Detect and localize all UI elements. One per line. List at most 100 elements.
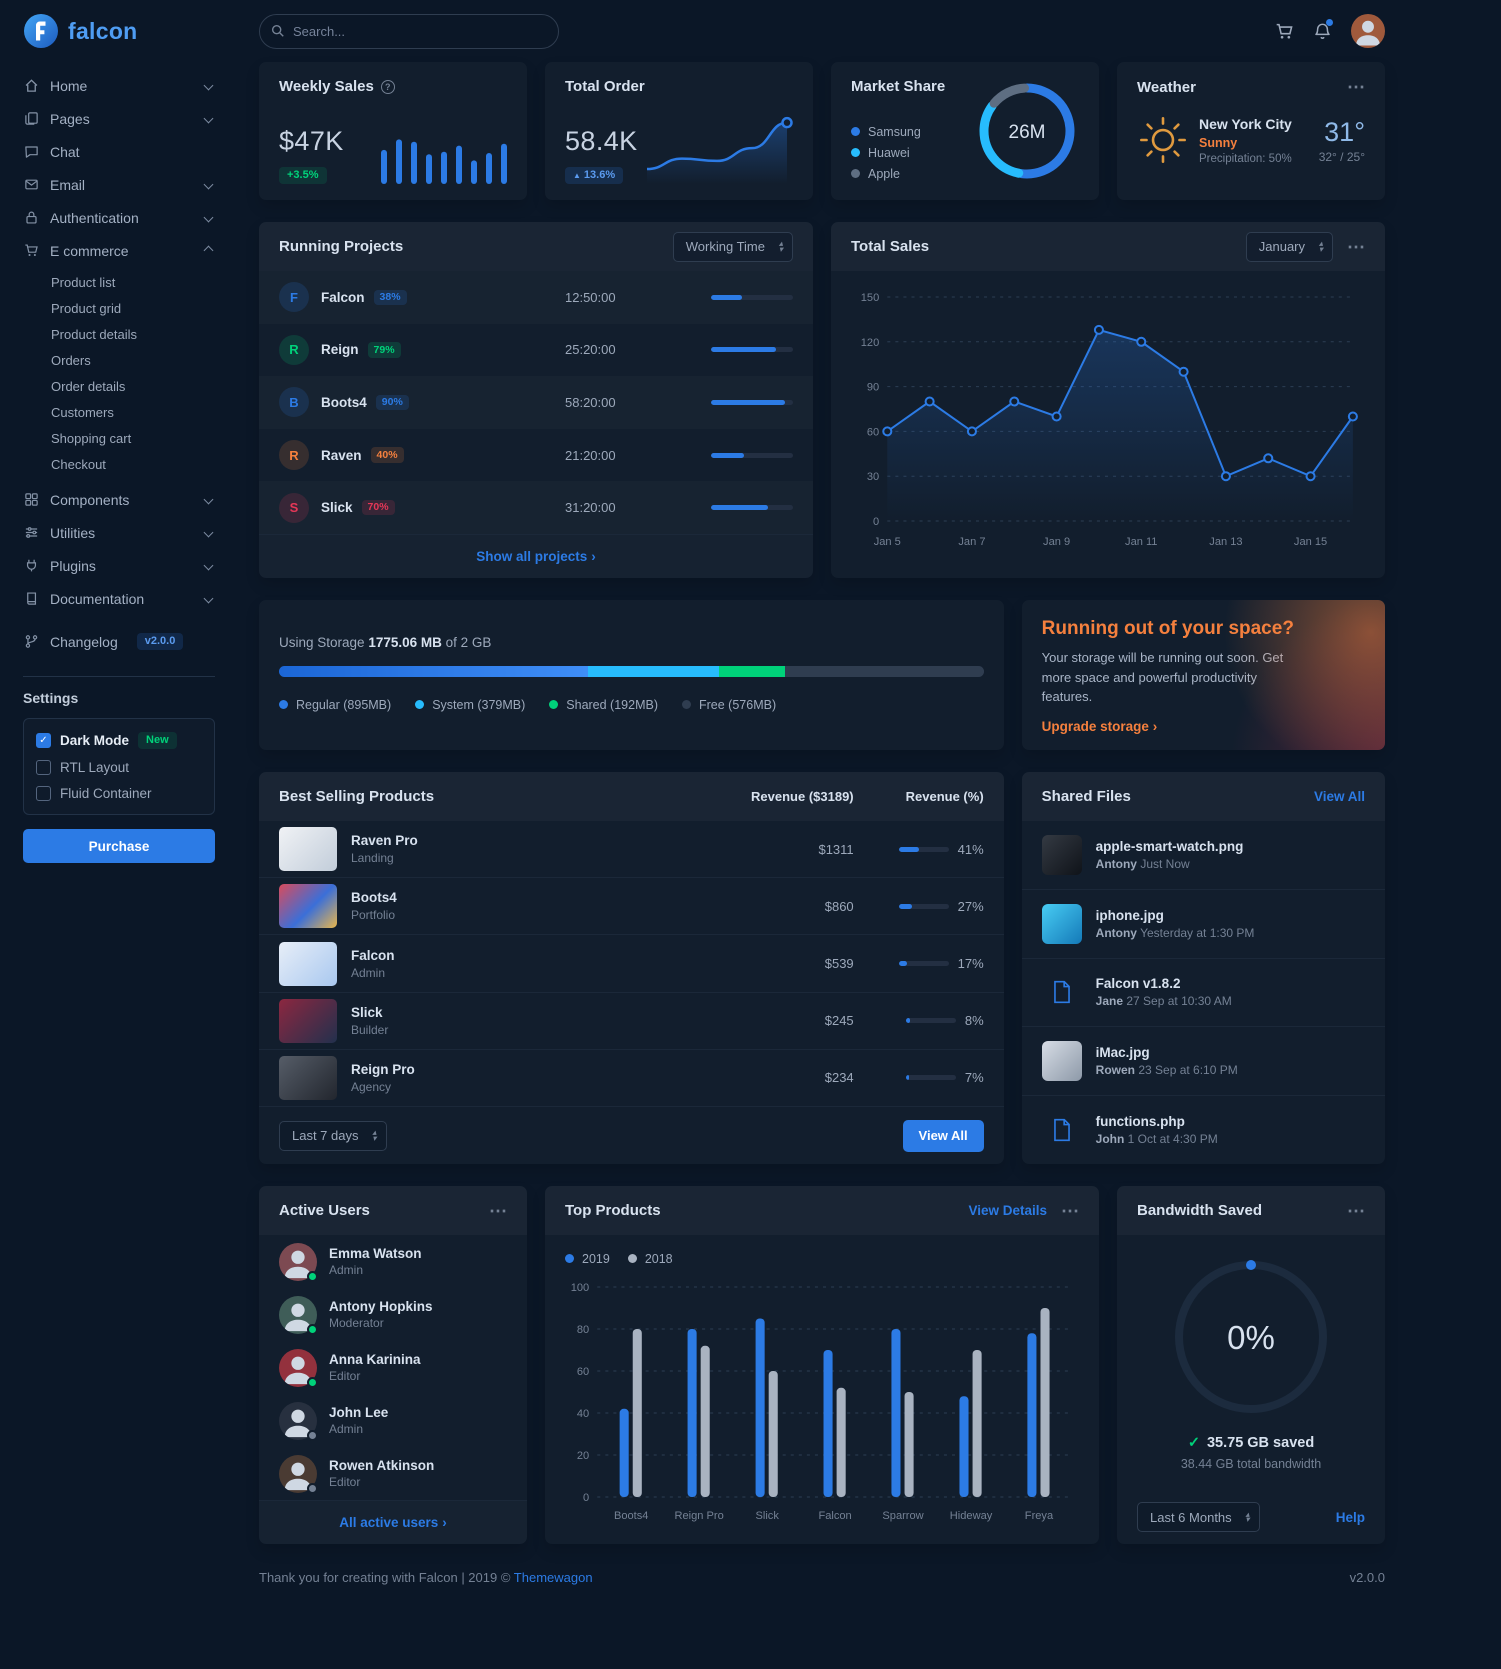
file-name[interactable]: iphone.jpg	[1095, 907, 1164, 923]
sidebar-item-product-grid[interactable]: Product grid	[51, 300, 122, 316]
svg-text:0: 0	[873, 516, 879, 528]
sidebar-item-shopping-cart[interactable]: Shopping cart	[51, 430, 132, 446]
sidebar-item-checkout[interactable]: Checkout	[51, 456, 106, 472]
project-avatar[interactable]: F	[279, 282, 309, 313]
dark-mode-toggle[interactable]: ✓ Dark Mode New	[36, 732, 202, 749]
bandwidth-chart: 0%	[1161, 1247, 1341, 1427]
svg-text:20: 20	[577, 1450, 589, 1462]
working-time-select[interactable]: Working Time ▴ ▾	[672, 231, 793, 262]
sidebar-item-product-details[interactable]: Product details	[51, 326, 137, 342]
product-name[interactable]: Raven Pro	[351, 833, 418, 849]
sidebar-item-email[interactable]: Email	[23, 168, 215, 201]
sidebar-item-orders[interactable]: Orders	[51, 352, 91, 368]
card-menu-icon[interactable]: ⋯	[1061, 1200, 1079, 1221]
project-avatar[interactable]: B	[279, 387, 309, 418]
legend-item: Regular (895MB)	[279, 694, 391, 715]
file-name[interactable]: apple-smart-watch.png	[1095, 838, 1244, 854]
sidebar-item-authentication[interactable]: Authentication	[23, 201, 215, 234]
card-menu-icon[interactable]: ⋯	[1347, 1200, 1365, 1221]
brand-logo[interactable]: falcon	[23, 13, 215, 49]
legend-item[interactable]: 2019	[565, 1248, 610, 1269]
select-value: Working Time	[685, 239, 765, 254]
notifications-bell-icon[interactable]	[1313, 18, 1333, 41]
project-avatar[interactable]: R	[279, 440, 309, 471]
project-name-link[interactable]: Falcon	[321, 289, 365, 305]
product-name[interactable]: Falcon	[351, 947, 395, 963]
fluid-container-toggle[interactable]: Fluid Container	[36, 786, 202, 801]
month-select[interactable]: January ▴ ▾	[1245, 231, 1333, 262]
product-name[interactable]: Boots4	[351, 890, 397, 906]
view-all-button[interactable]: View All	[902, 1119, 984, 1152]
project-name-link[interactable]: Raven	[321, 447, 362, 463]
file-name[interactable]: Falcon v1.8.2	[1095, 976, 1181, 992]
rtl-layout-toggle[interactable]: RTL Layout	[36, 760, 202, 775]
user-name[interactable]: Emma Watson	[329, 1246, 422, 1261]
user-name[interactable]: John Lee	[329, 1405, 389, 1420]
sidebar-item-changelog[interactable]: Changelog v2.0.0	[23, 625, 215, 658]
project-name-link[interactable]: Slick	[321, 500, 353, 516]
top-products-card: Top Products View Details ⋯ 2019 2018 0 2…	[545, 1186, 1099, 1544]
avatar[interactable]	[279, 1454, 318, 1494]
product-name[interactable]: Slick	[351, 1004, 383, 1020]
info-icon[interactable]: ?	[380, 79, 395, 94]
cart-icon[interactable]	[1275, 22, 1294, 41]
date-range-select[interactable]: Last 7 days ▴ ▾	[279, 1120, 387, 1151]
view-details-link[interactable]: View Details	[968, 1203, 1047, 1218]
sidebar-item-components[interactable]: Components	[23, 483, 215, 516]
sidebar-item-chat[interactable]: Chat	[23, 135, 215, 168]
upgrade-storage-link[interactable]: Upgrade storage ›	[1041, 718, 1158, 734]
period-select[interactable]: Last 6 Months ▴ ▾	[1137, 1502, 1260, 1532]
list-item: Antony Hopkins Moderator	[259, 1288, 527, 1341]
avatar[interactable]	[279, 1348, 318, 1388]
avatar[interactable]	[279, 1295, 318, 1335]
sidebar-item-pages[interactable]: Pages	[23, 102, 215, 135]
sidebar-item-ecommerce[interactable]: E commerce	[23, 234, 215, 267]
show-all-projects-link[interactable]: Show all projects ›	[476, 549, 596, 564]
sidebar-item-utilities[interactable]: Utilities	[23, 516, 215, 549]
project-avatar[interactable]: R	[279, 334, 309, 365]
project-avatar[interactable]: S	[279, 492, 309, 523]
user-avatar[interactable]	[1351, 14, 1385, 48]
project-name-link[interactable]: Reign	[321, 342, 359, 358]
storage-used: 1775.06 MB	[368, 635, 442, 650]
user-name[interactable]: Anna Karinina	[329, 1352, 421, 1367]
status-dot	[307, 1429, 318, 1441]
home-icon	[23, 78, 39, 93]
checkbox-unchecked-icon[interactable]	[36, 760, 51, 775]
avatar[interactable]	[279, 1401, 318, 1441]
chevron-down-icon	[203, 494, 214, 505]
card-menu-icon[interactable]: ⋯	[489, 1200, 507, 1221]
legend-item: Samsung	[851, 121, 967, 142]
card-menu-icon[interactable]: ⋯	[1347, 236, 1365, 257]
card-title: Total Order	[565, 78, 645, 95]
checkbox-unchecked-icon[interactable]	[36, 786, 51, 801]
view-all-files-link[interactable]: View All	[1313, 789, 1365, 804]
search-input[interactable]	[259, 13, 559, 49]
dark-mode-label: Dark Mode	[60, 733, 130, 748]
avatar[interactable]	[279, 1242, 318, 1282]
file-name[interactable]: iMac.jpg	[1095, 1045, 1150, 1061]
sidebar-item-documentation[interactable]: Documentation	[23, 582, 215, 615]
file-name[interactable]: functions.php	[1095, 1114, 1185, 1130]
help-link[interactable]: Help	[1335, 1509, 1365, 1525]
themewagon-link[interactable]: Themewagon	[513, 1570, 593, 1585]
project-name-link[interactable]: Boots4	[321, 394, 367, 410]
file-author: Jane	[1095, 994, 1124, 1009]
sidebar-item-home[interactable]: Home	[23, 69, 215, 102]
sidebar-item-plugins[interactable]: Plugins	[23, 549, 215, 582]
all-active-users-link[interactable]: All active users ›	[339, 1515, 447, 1530]
user-list: Emma Watson Admin Antony Hopkins Moderator…	[259, 1235, 527, 1500]
sidebar-item-product-list[interactable]: Product list	[51, 274, 116, 290]
user-name[interactable]: Antony Hopkins	[329, 1299, 433, 1314]
sidebar-item-order-details[interactable]: Order details	[51, 378, 126, 394]
product-name[interactable]: Reign Pro	[351, 1061, 415, 1077]
sidebar-item-customers[interactable]: Customers	[51, 404, 114, 420]
user-name[interactable]: Rowen Atkinson	[329, 1458, 435, 1473]
file-time: 23 Sep at 6:10 PM	[1138, 1063, 1238, 1078]
checkbox-checked-icon[interactable]: ✓	[36, 733, 51, 748]
card-menu-icon[interactable]: ⋯	[1347, 77, 1365, 97]
list-item: iphone.jpg Antony Yesterday at 1:30 PM	[1021, 888, 1385, 958]
legend-item[interactable]: 2018	[627, 1248, 673, 1269]
search-box[interactable]	[259, 13, 559, 49]
purchase-button[interactable]: Purchase	[23, 829, 215, 863]
